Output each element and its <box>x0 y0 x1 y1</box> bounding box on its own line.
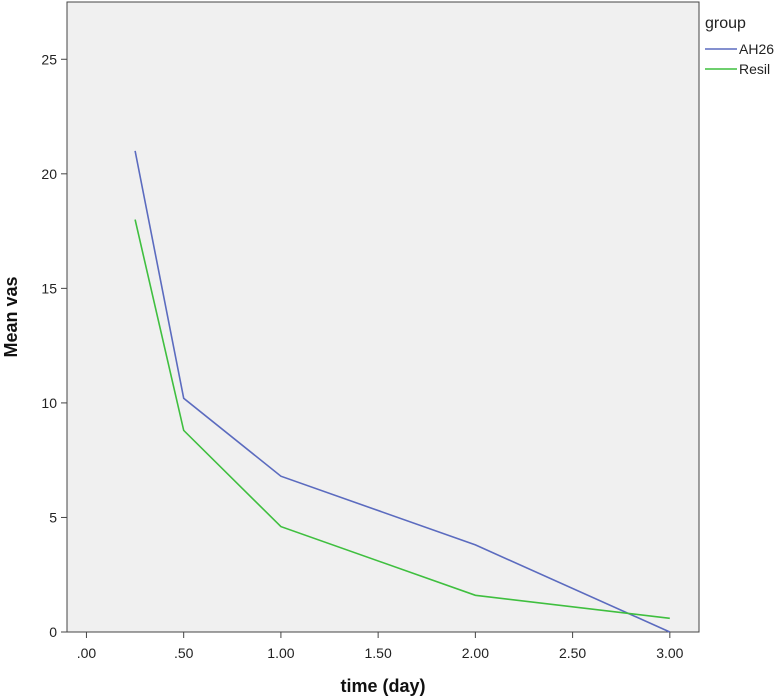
x-tick-label: 2.50 <box>559 645 586 661</box>
legend-items: AH26 Resil <box>705 41 774 77</box>
legend-title: group <box>705 15 746 32</box>
x-tick-label: 1.00 <box>267 645 294 661</box>
legend: group AH26 Resil <box>705 15 774 77</box>
plot-area <box>66 1 700 633</box>
legend-label: AH26 <box>739 41 774 57</box>
x-axis: .00 .50 1.00 1.50 2.00 2.50 3.00 <box>77 632 684 661</box>
series-line-resil <box>134 219 670 620</box>
x-tick-label: 1.50 <box>365 645 392 661</box>
y-tick-label: 0 <box>49 624 57 640</box>
y-tick-label: 20 <box>41 166 57 182</box>
x-axis-title: time (day) <box>340 676 425 696</box>
y-tick-label: 15 <box>41 280 57 296</box>
x-tick-label: 3.00 <box>656 645 683 661</box>
y-tick-label: 5 <box>49 509 57 525</box>
y-axis-title: Mean vas <box>1 276 21 357</box>
x-tick-label: 2.00 <box>462 645 489 661</box>
legend-label: Resil <box>739 61 770 77</box>
y-tick-label: 25 <box>41 51 57 67</box>
y-tick-label: 10 <box>41 395 57 411</box>
series-line-ah26 <box>134 150 671 633</box>
x-tick-label: .00 <box>77 645 97 661</box>
y-axis: 0 5 10 15 20 25 <box>41 51 67 640</box>
x-tick-label: .50 <box>174 645 194 661</box>
series-lines <box>134 150 671 633</box>
